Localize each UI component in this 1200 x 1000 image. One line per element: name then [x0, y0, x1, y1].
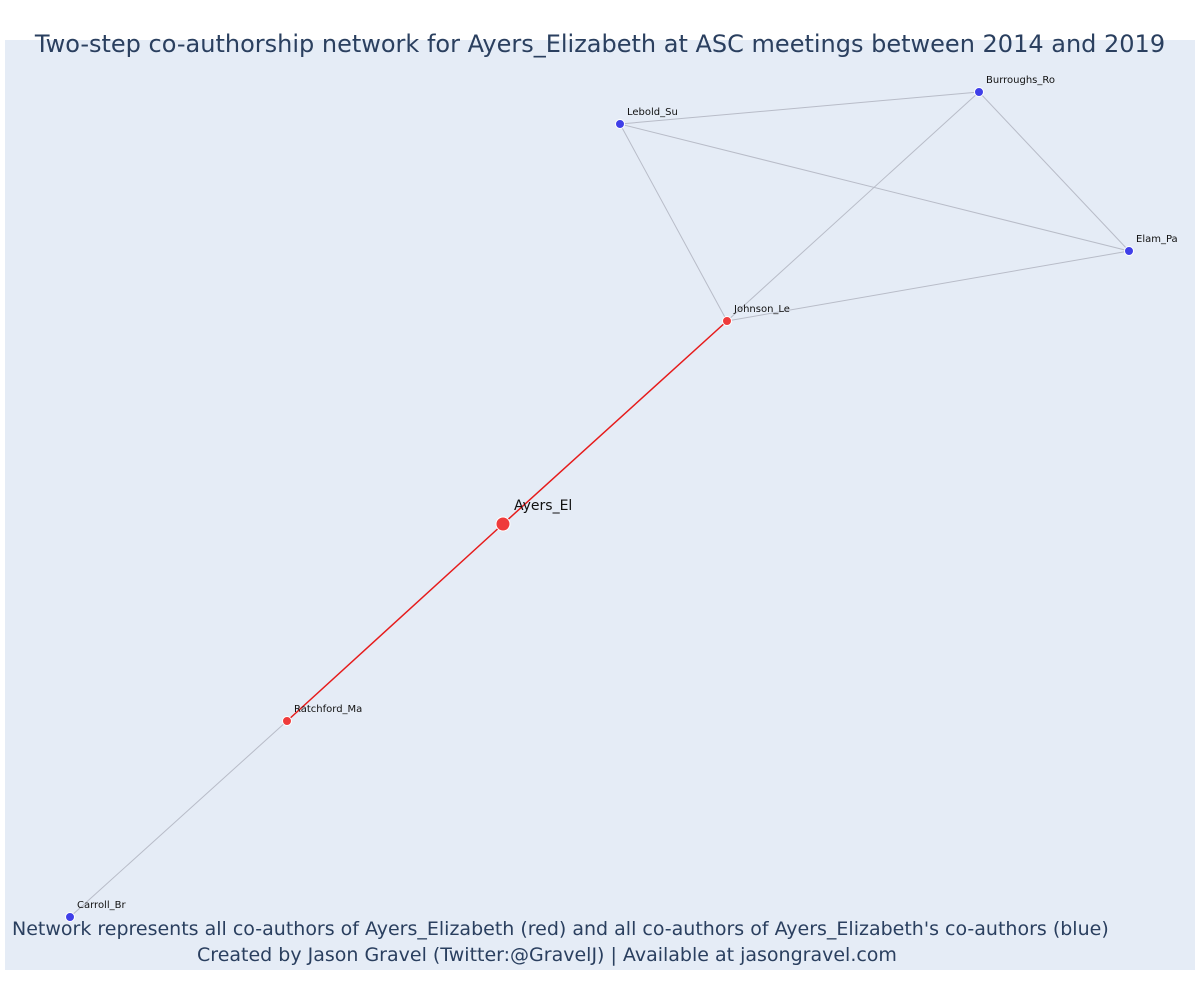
node-label-Johnson_Le: Johnson_Le — [733, 304, 790, 315]
edge-Ayers_El-Ratchford_Ma — [286, 523, 504, 722]
node-Burroughs_Ro[interactable] — [974, 87, 984, 97]
node-label-Carroll_Br: Carroll_Br — [77, 900, 126, 911]
node-Elam_Pa[interactable] — [1124, 246, 1134, 256]
edge-Ratchford_Ma-Carroll_Br — [69, 720, 288, 918]
nodes-layer — [65, 87, 1134, 922]
node-label-Ratchford_Ma: Ratchford_Ma — [294, 704, 362, 715]
node-label-Elam_Pa: Elam_Pa — [1136, 234, 1178, 245]
node-Ayers_El[interactable] — [495, 516, 511, 532]
edge-Johnson_Le-Elam_Pa — [726, 250, 1130, 322]
node-label-Ayers_El: Ayers_El — [514, 498, 572, 514]
edge-Lebold_Su-Elam_Pa — [619, 123, 1130, 252]
node-label-Burroughs_Ro: Burroughs_Ro — [986, 75, 1055, 86]
edge-Lebold_Su-Burroughs_Ro — [619, 91, 980, 125]
caption-credit: Created by Jason Gravel (Twitter:@Gravel… — [197, 944, 897, 966]
node-Johnson_Le[interactable] — [722, 316, 732, 326]
caption-legend-note: Network represents all co-authors of Aye… — [12, 918, 1109, 940]
node-Lebold_Su[interactable] — [615, 119, 625, 129]
node-Ratchford_Ma[interactable] — [282, 716, 292, 726]
edge-Johnson_Le-Burroughs_Ro — [726, 91, 980, 322]
edge-Johnson_Le-Lebold_Su — [619, 123, 728, 322]
chart-title: Two-step co-authorship network for Ayers… — [34, 30, 1166, 58]
labels-layer: Ayers_El Johnson_Le Ratchford_Ma Lebold_Su B… — [77, 75, 1178, 911]
edge-Burroughs_Ro-Elam_Pa — [978, 91, 1130, 252]
node-Carroll_Br[interactable] — [65, 912, 75, 922]
edge-Ayers_El-Johnson_Le — [502, 320, 728, 525]
node-label-Lebold_Su: Lebold_Su — [627, 107, 678, 118]
edges-layer — [69, 91, 1130, 918]
plot-background — [5, 40, 1195, 970]
